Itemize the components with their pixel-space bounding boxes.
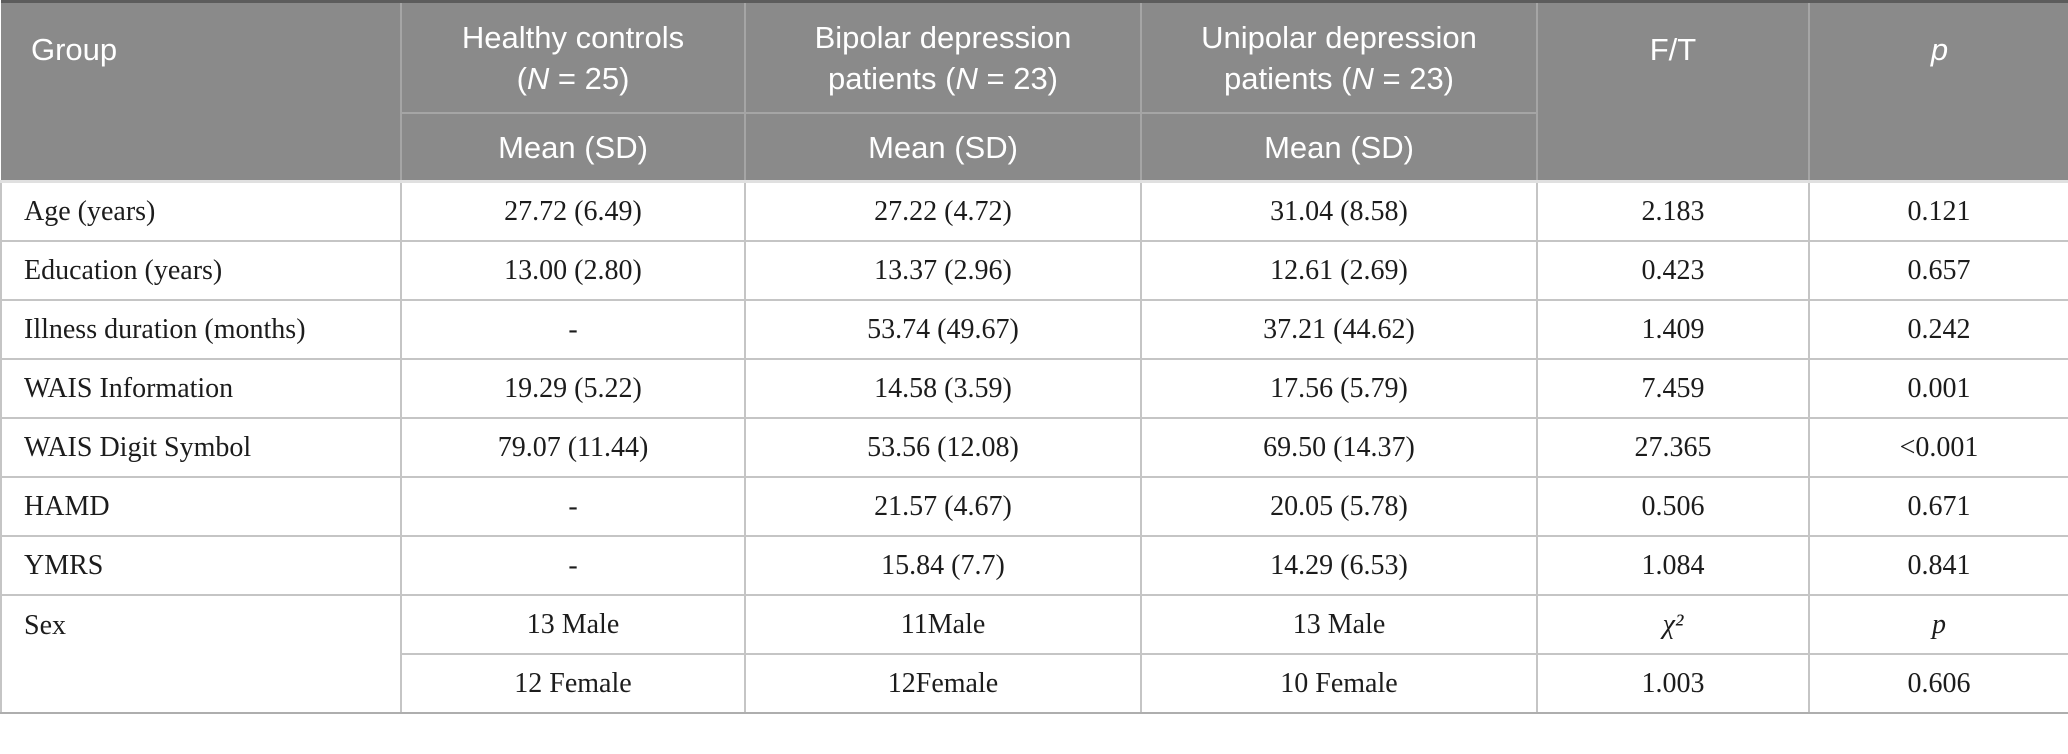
cell-unipolar: 10 Female <box>1140 653 1538 714</box>
cell-bipolar: 21.57 (4.67) <box>744 476 1142 537</box>
cell-ft-statistic: 7.459 <box>1536 358 1810 419</box>
cell-unipolar: 69.50 (14.37) <box>1140 417 1538 478</box>
table-row-hamd: HAMD - 21.57 (4.67) 20.05 (5.78) 0.506 0… <box>0 476 2068 537</box>
row-label: Education (years) <box>0 240 402 301</box>
cell-unipolar: 20.05 (5.78) <box>1140 476 1538 537</box>
header-line-name: Bipolar depression <box>814 19 1072 55</box>
cell-healthy-controls: - <box>400 535 746 596</box>
cell-healthy-controls: - <box>400 476 746 537</box>
cell-healthy-controls: 13 Male <box>400 594 746 655</box>
n-suffix: = 25) <box>549 60 630 96</box>
cell-p-value: 0.841 <box>1808 535 2068 596</box>
row-label: Age (years) <box>0 180 402 242</box>
cell-p-value: 0.121 <box>1808 180 2068 242</box>
header-line-n: (N = 25) <box>410 58 736 99</box>
cell-ft-statistic: 1.409 <box>1536 299 1810 360</box>
table-row-sex-male: Sex 13 Male 11Male 13 Male χ² p <box>0 594 2068 714</box>
header-line-n: patients (N = 23) <box>754 58 1132 99</box>
cell-ft-statistic: 1.003 <box>1536 653 1810 714</box>
cell-bipolar: 13.37 (2.96) <box>744 240 1142 301</box>
cell-unipolar: 37.21 (44.62) <box>1140 299 1538 360</box>
header-line-name: Unipolar depression <box>1201 19 1477 55</box>
column-header-p-value: p <box>1808 1 2068 183</box>
cell-unipolar: 14.29 (6.53) <box>1140 535 1538 596</box>
header-line-n: patients (N = 23) <box>1150 58 1528 99</box>
n-prefix: patients ( <box>827 60 956 96</box>
row-label-sex: Sex <box>0 594 402 714</box>
header-row-sub: Mean (SD) Mean (SD) Mean (SD) <box>1 113 2068 183</box>
cell-p-value: <0.001 <box>1808 417 2068 478</box>
cell-ft-statistic: 2.183 <box>1536 180 1810 242</box>
cell-bipolar: 15.84 (7.7) <box>744 535 1142 596</box>
cell-p-value: 0.657 <box>1808 240 2068 301</box>
subheader-mean-sd-bipolar: Mean (SD) <box>744 113 1142 183</box>
column-header-unipolar-depression: Unipolar depression patients (N = 23) <box>1140 1 1538 114</box>
cell-p-value: 0.242 <box>1808 299 2068 360</box>
cell-healthy-controls: 13.00 (2.80) <box>400 240 746 301</box>
cell-ft-statistic: 1.084 <box>1536 535 1810 596</box>
row-label: Illness duration (months) <box>0 299 402 360</box>
row-label: WAIS Digit Symbol <box>0 417 402 478</box>
table-row-sex-female: 12 Female 12Female 10 Female 1.003 0.606 <box>1 653 2068 714</box>
table-row-wais-digit-symbol: WAIS Digit Symbol 79.07 (11.44) 53.56 (1… <box>0 417 2068 478</box>
cell-ft-statistic: 27.365 <box>1536 417 1810 478</box>
cell-bipolar: 53.74 (49.67) <box>744 299 1142 360</box>
table-row-illness-duration: Illness duration (months) - 53.74 (49.67… <box>0 299 2068 360</box>
n-symbol: N <box>1351 60 1374 96</box>
subheader-mean-sd-unipolar: Mean (SD) <box>1140 113 1538 183</box>
n-symbol: N <box>955 60 978 96</box>
cell-ft-statistic: 0.423 <box>1536 240 1810 301</box>
column-header-healthy-controls: Healthy controls (N = 25) <box>400 1 746 114</box>
table-row-education: Education (years) 13.00 (2.80) 13.37 (2.… <box>0 240 2068 301</box>
demographics-table: Group Healthy controls (N = 25) Bipolar … <box>0 0 2068 714</box>
cell-healthy-controls: 27.72 (6.49) <box>400 180 746 242</box>
column-header-ft-statistic: F/T <box>1536 1 1810 183</box>
cell-chi-square-statistic: χ² <box>1536 594 1810 655</box>
header-line-name: Healthy controls <box>461 19 685 55</box>
column-header-group: Group <box>1 1 402 183</box>
cell-unipolar: 13 Male <box>1140 594 1538 655</box>
cell-healthy-controls: 79.07 (11.44) <box>400 417 746 478</box>
cell-healthy-controls: 19.29 (5.22) <box>400 358 746 419</box>
cell-p-value: 0.001 <box>1808 358 2068 419</box>
column-header-bipolar-depression: Bipolar depression patients (N = 23) <box>744 1 1142 114</box>
table-header: Group Healthy controls (N = 25) Bipolar … <box>1 1 2068 183</box>
cell-bipolar: 27.22 (4.72) <box>744 180 1142 242</box>
table-row-age: Age (years) 27.72 (6.49) 27.22 (4.72) 31… <box>0 180 2068 242</box>
n-suffix: = 23) <box>1373 60 1455 96</box>
cell-p-value: 0.671 <box>1808 476 2068 537</box>
cell-ft-statistic: 0.506 <box>1536 476 1810 537</box>
row-label: WAIS Information <box>0 358 402 419</box>
cell-p-value: 0.606 <box>1808 653 2068 714</box>
cell-healthy-controls: - <box>400 299 746 360</box>
n-suffix: = 23) <box>977 60 1059 96</box>
cell-bipolar: 12Female <box>744 653 1142 714</box>
cell-bipolar: 14.58 (3.59) <box>744 358 1142 419</box>
cell-unipolar: 12.61 (2.69) <box>1140 240 1538 301</box>
table-row-wais-information: WAIS Information 19.29 (5.22) 14.58 (3.5… <box>0 358 2068 419</box>
row-label: YMRS <box>0 535 402 596</box>
header-row-main: Group Healthy controls (N = 25) Bipolar … <box>1 1 2068 183</box>
cell-healthy-controls: 12 Female <box>400 653 746 714</box>
subheader-mean-sd-healthy: Mean (SD) <box>400 113 746 183</box>
cell-unipolar: 31.04 (8.58) <box>1140 180 1538 242</box>
table-row-ymrs: YMRS - 15.84 (7.7) 14.29 (6.53) 1.084 0.… <box>0 535 2068 596</box>
cell-bipolar: 11Male <box>744 594 1142 655</box>
n-prefix: patients ( <box>1223 60 1352 96</box>
row-label: HAMD <box>0 476 402 537</box>
n-symbol: N <box>526 60 550 96</box>
cell-p-label: p <box>1808 594 2068 655</box>
table-body: Age (years) 27.72 (6.49) 27.22 (4.72) 31… <box>0 180 2068 714</box>
n-prefix: ( <box>516 60 527 96</box>
cell-bipolar: 53.56 (12.08) <box>744 417 1142 478</box>
cell-unipolar: 17.56 (5.79) <box>1140 358 1538 419</box>
